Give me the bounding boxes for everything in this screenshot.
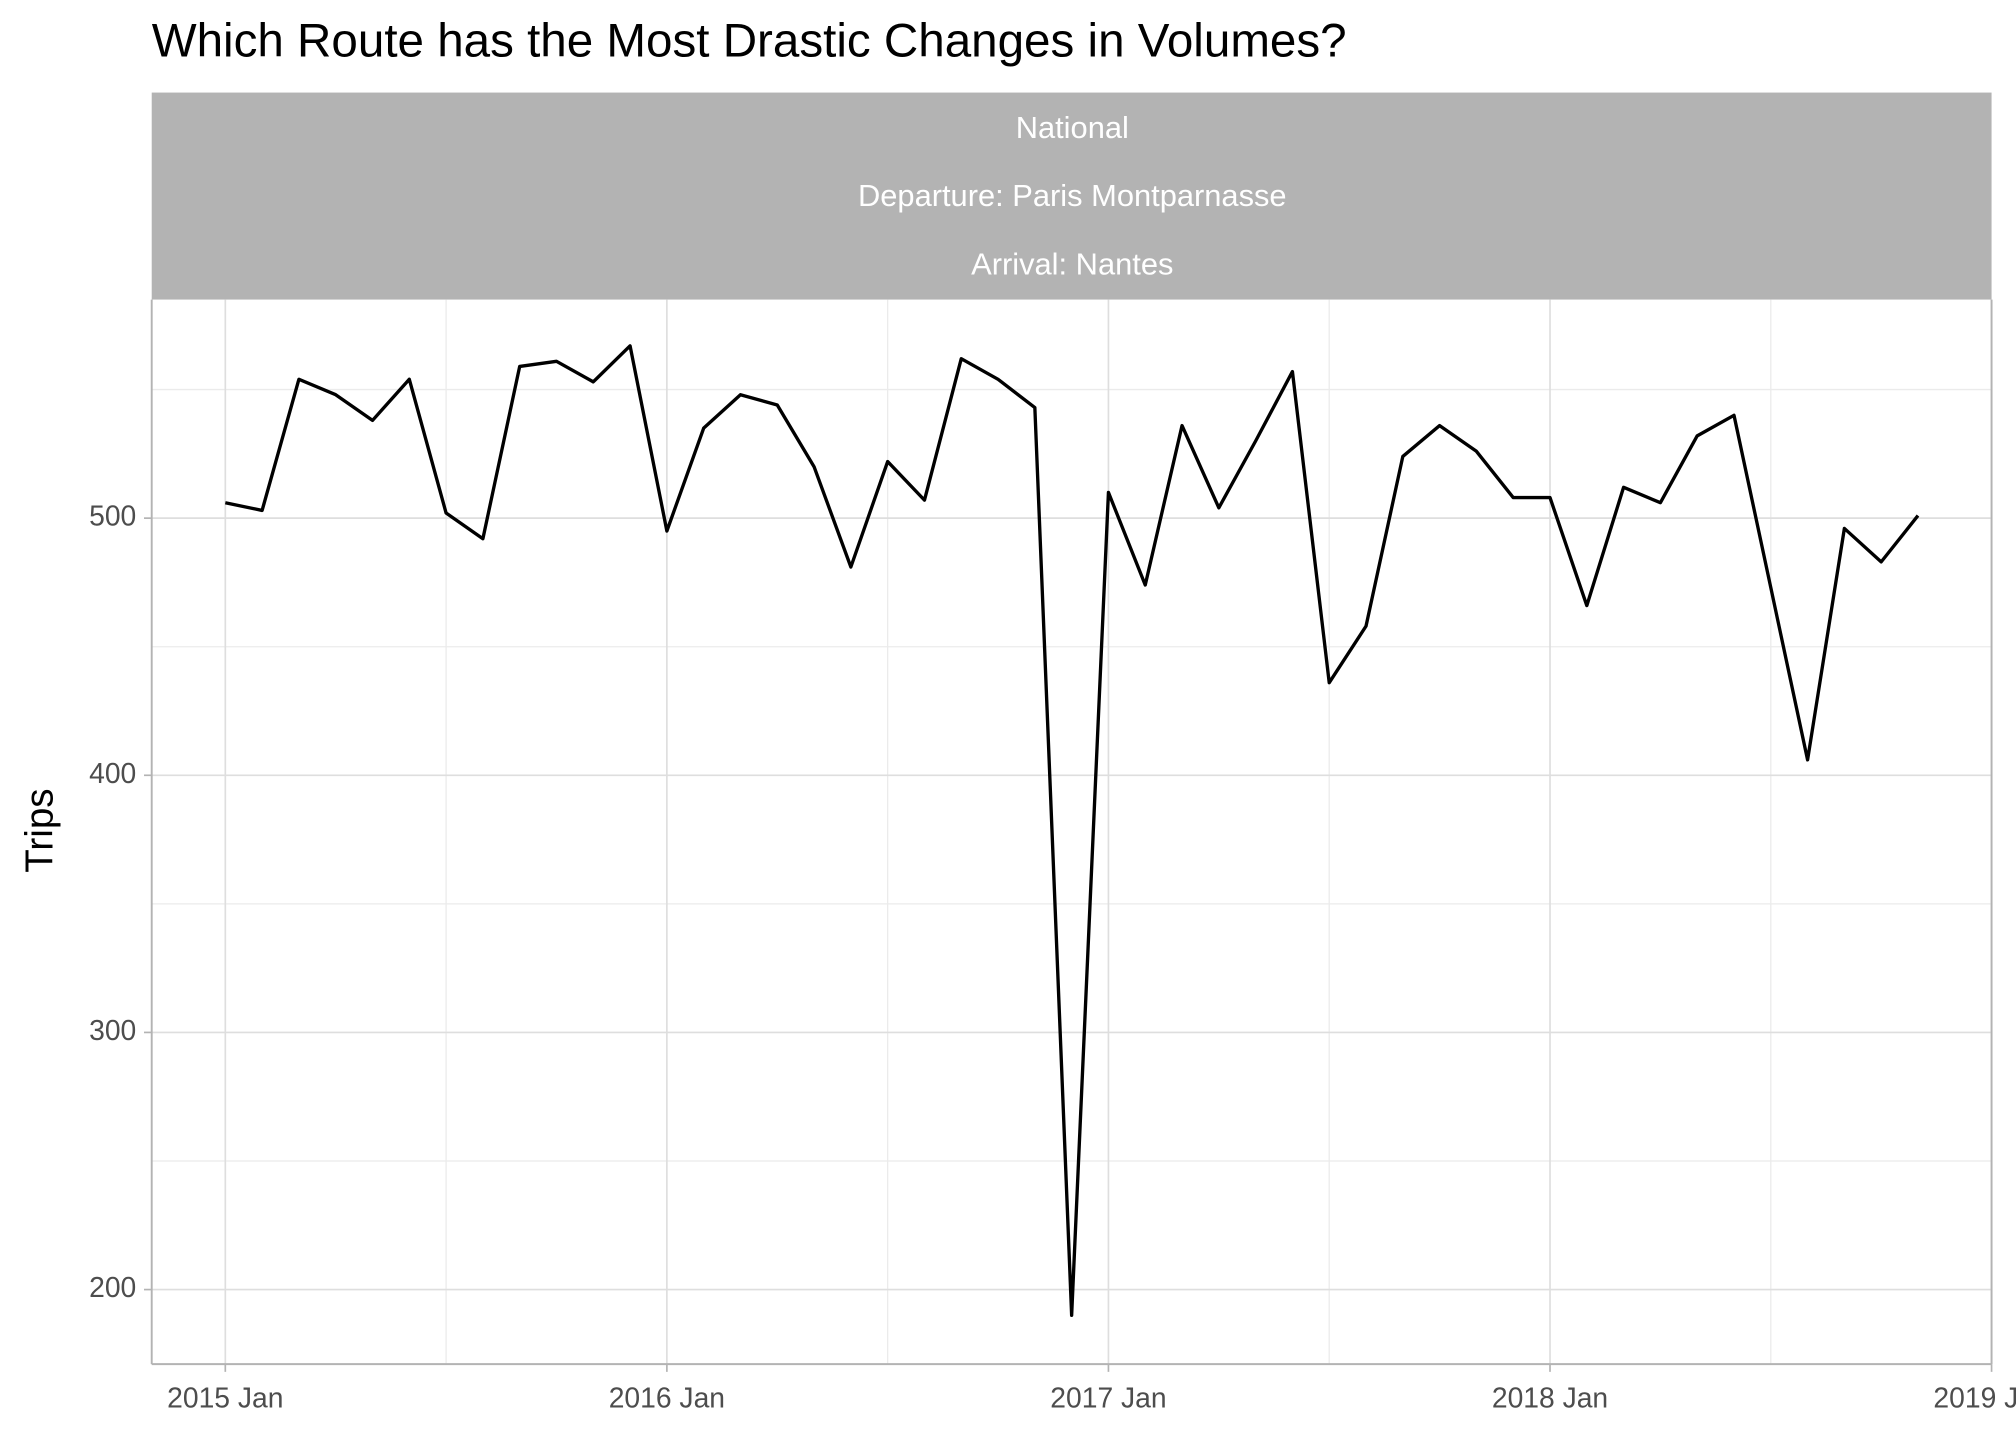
line (224, 344, 1920, 1317)
strip-label: Arrival: Nantes (971, 246, 1173, 281)
y-tick-label: 200 (89, 1271, 136, 1303)
x-tick-label: 2016 Jan (609, 1382, 725, 1414)
y-axis-label: Trips (19, 788, 62, 872)
strip-label: National (1016, 110, 1129, 145)
x-tick-label: 2015 Jan (167, 1382, 283, 1414)
y-tick-label: 300 (89, 1014, 136, 1046)
x-tick-label: 2019 Jan (1933, 1382, 2016, 1414)
y-tick-label: 500 (89, 500, 136, 532)
x-tick-label: 2017 Jan (1050, 1382, 1166, 1414)
strip-label: Departure: Paris Montparnasse (858, 178, 1287, 213)
x-tick-label: 2018 Jan (1492, 1382, 1608, 1414)
facet-strip (151, 92, 1992, 300)
y-tick-label: 400 (89, 757, 136, 789)
chart-title: Which Route has the Most Drastic Changes… (152, 14, 1347, 67)
